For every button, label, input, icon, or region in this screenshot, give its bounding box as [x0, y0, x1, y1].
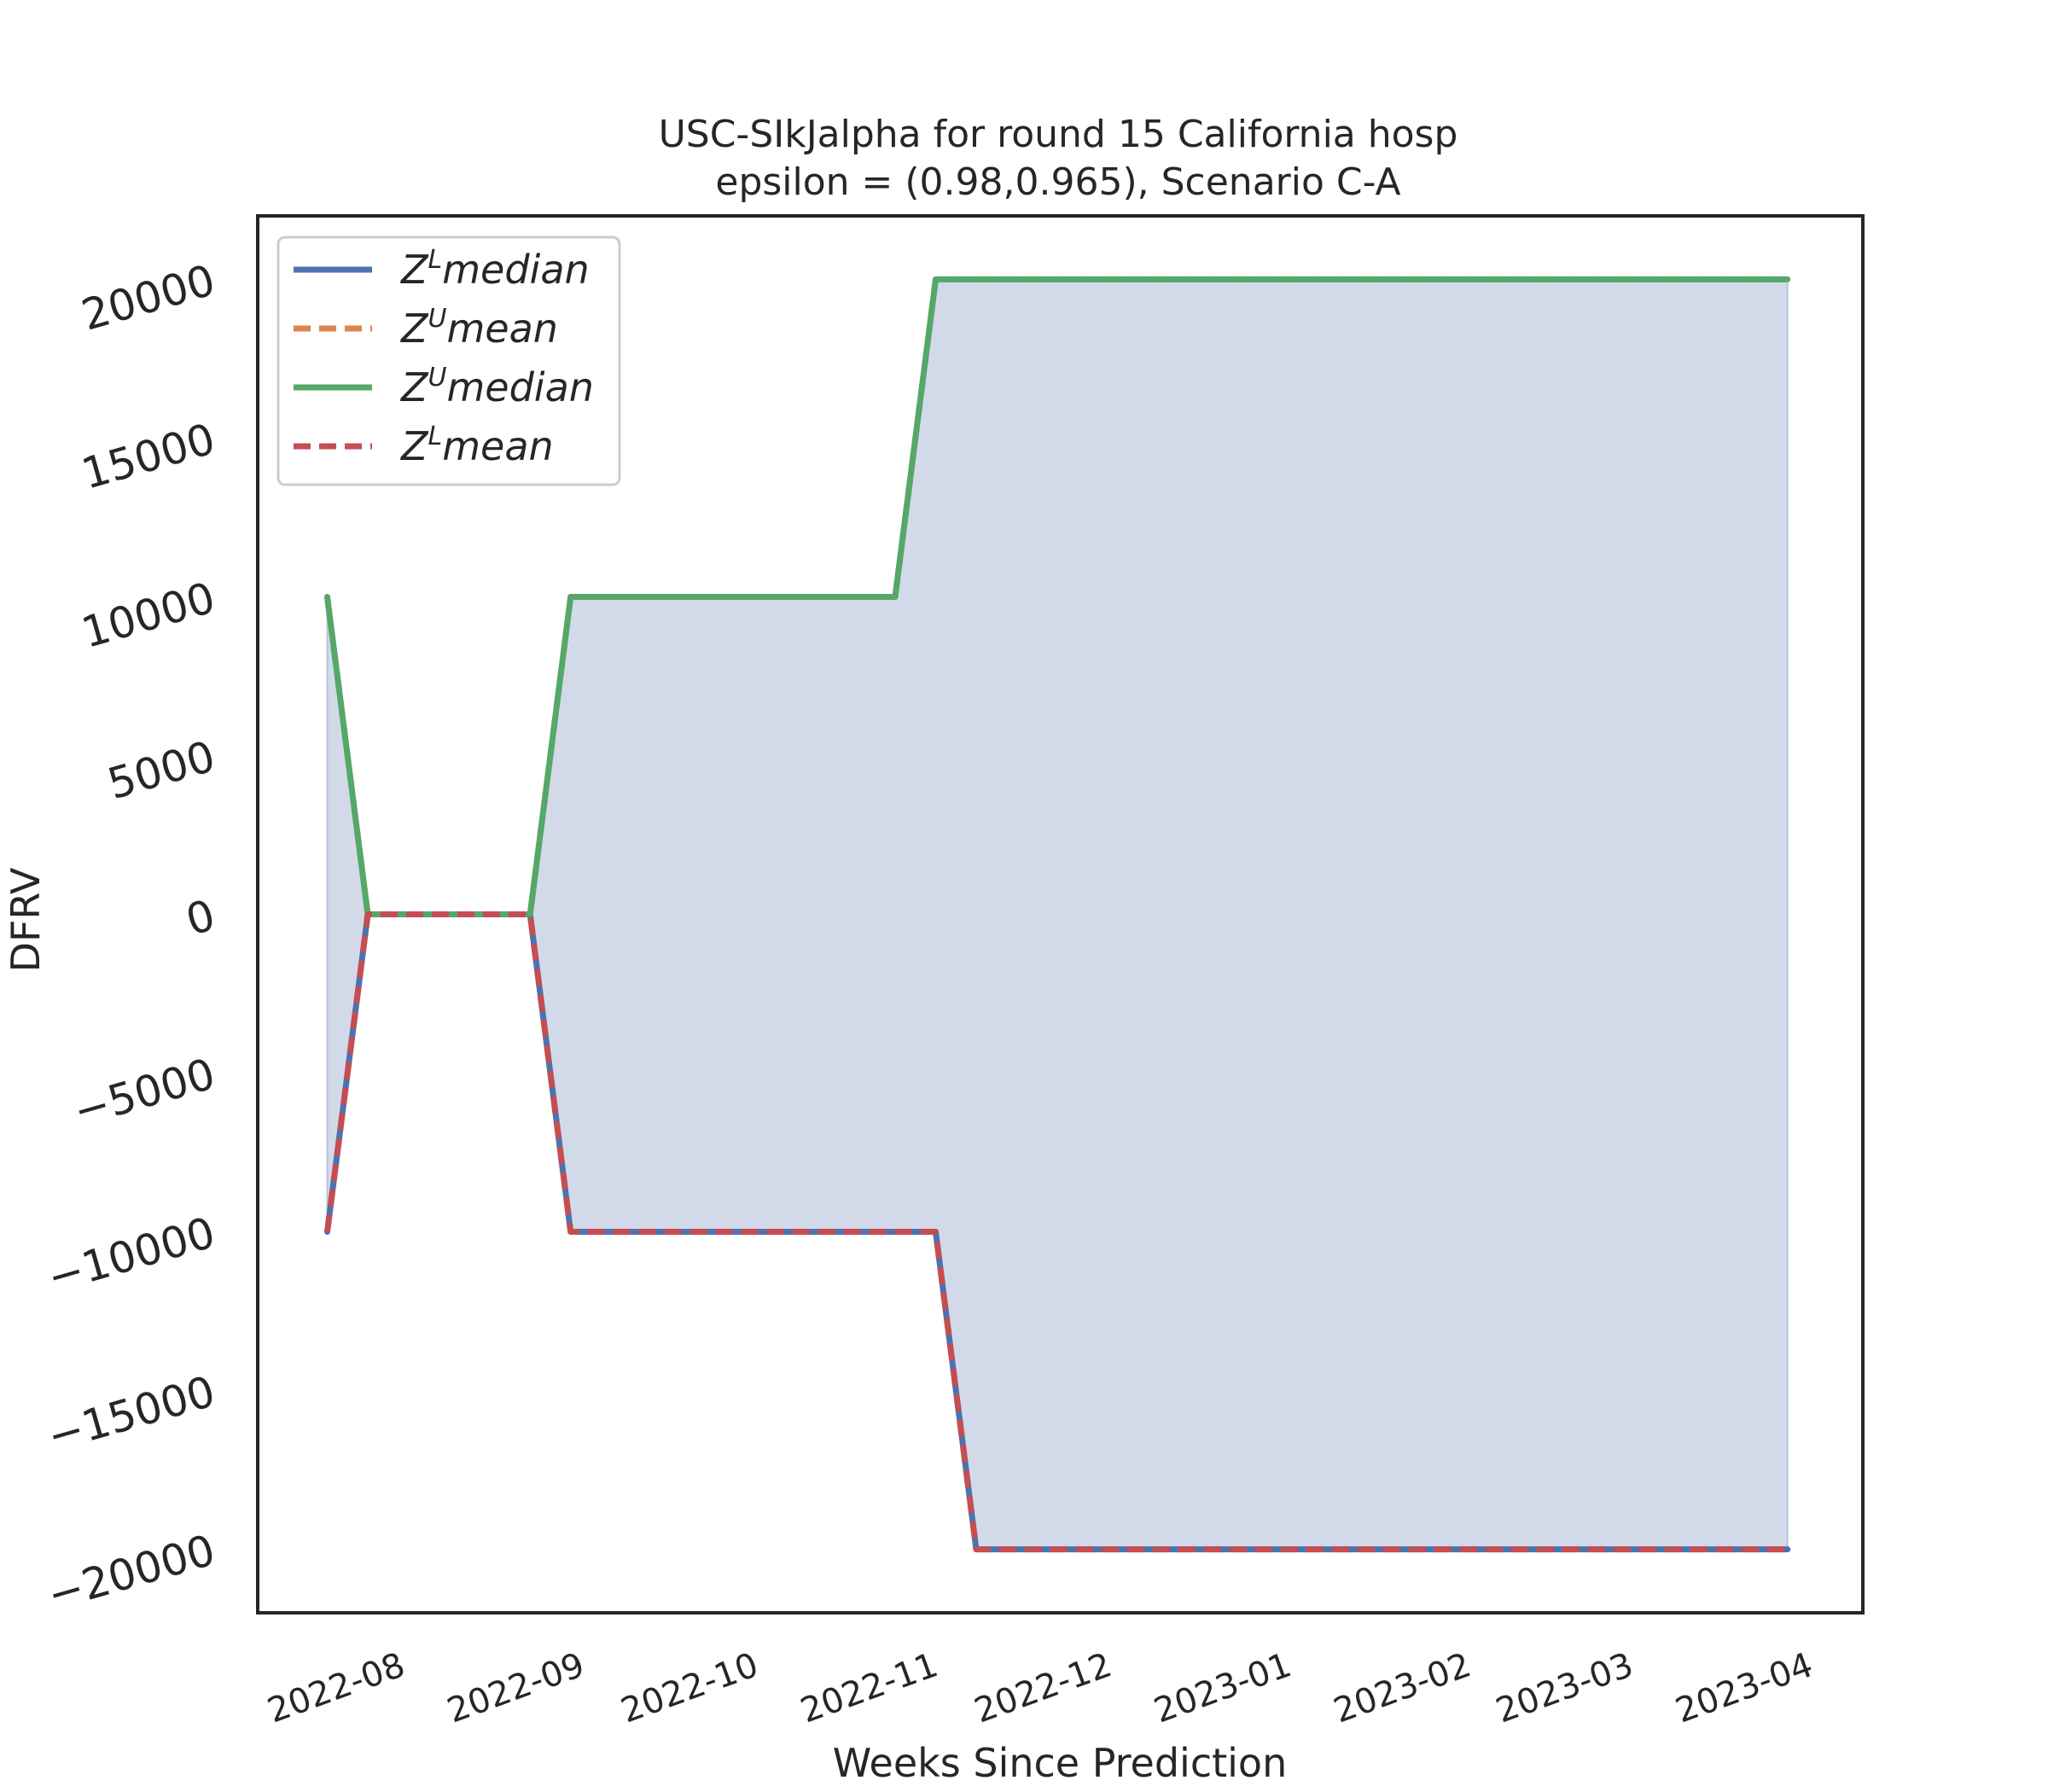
legend-label: ZLmedian: [399, 245, 590, 293]
series-line-zu-median: [324, 276, 1791, 917]
x-axis-label: Weeks Since Prediction: [833, 1740, 1287, 1786]
y-tick-label: −20000: [42, 1525, 220, 1620]
x-tick-label: 2022-11: [795, 1645, 943, 1731]
y-tick-label: 5000: [102, 731, 220, 809]
y-tick-label: 20000: [76, 255, 220, 340]
x-tick-label: 2023-03: [1491, 1645, 1638, 1731]
x-tick-label: 2023-04: [1671, 1645, 1818, 1731]
legend-label: ZUmedian: [399, 363, 594, 410]
x-tick-label: 2022-10: [616, 1645, 764, 1731]
y-tick-label: −5000: [68, 1049, 221, 1136]
legend: ZLmedian ZUmean ZUmedian ZLmean: [276, 236, 621, 486]
x-tick-label: 2023-01: [1149, 1645, 1297, 1731]
x-tick-label: 2022-12: [969, 1645, 1117, 1731]
y-tick-label: 15000: [76, 414, 220, 499]
x-tick-label: 2023-02: [1329, 1645, 1476, 1731]
x-tick-label: 2022-09: [442, 1645, 590, 1731]
x-tick-label: 2022-08: [263, 1645, 410, 1731]
legend-label: ZUmean: [399, 304, 558, 352]
y-tick-label: −10000: [42, 1207, 220, 1302]
chart-title: USC-SIkJalpha for round 15 California ho…: [659, 113, 1458, 156]
legend-box: [276, 236, 621, 486]
plot-frame: [256, 214, 1865, 1615]
legend-label: ZLmean: [399, 422, 554, 469]
plot-area: [324, 276, 1791, 1553]
y-tick-label: 10000: [76, 573, 220, 658]
y-axis-ticks: −20000 −15000 −10000 −5000 0 5000 10000 15000 20…: [42, 255, 220, 1620]
x-axis-ticks: 2022-08 2022-09 2022-10 2022-11 2022-12 2023-…: [263, 1645, 1818, 1731]
y-axis-label: DFRV: [3, 867, 49, 972]
series-line-zl-mean: [324, 911, 1788, 1553]
chart-subtitle: epsilon = (0.98,0.965), Scenario C-A: [715, 160, 1400, 204]
y-tick-label: −15000: [42, 1366, 220, 1461]
y-tick-label: 0: [181, 890, 221, 945]
